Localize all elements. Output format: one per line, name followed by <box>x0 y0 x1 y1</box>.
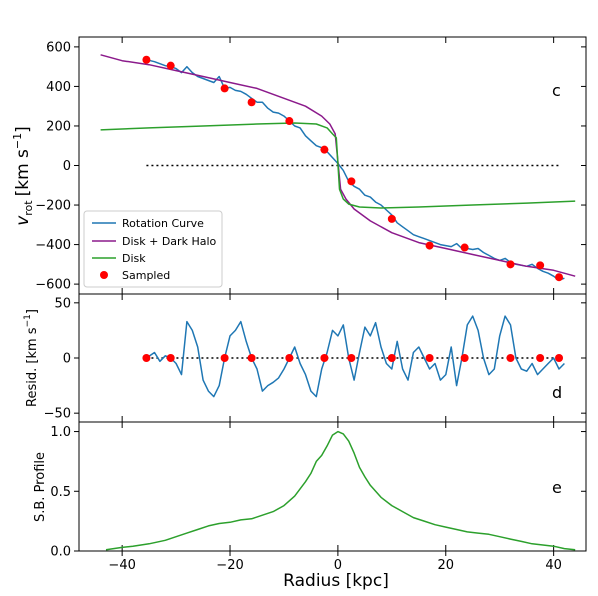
sampled-point <box>387 354 396 362</box>
ylabel-main: v <box>13 215 33 226</box>
sampled-point <box>285 354 294 362</box>
legend-label-sampled: Sampled <box>122 269 170 282</box>
sampled-point <box>506 354 515 362</box>
panel-d: 50 0 −50 d Resid. [km s−1] <box>23 293 587 423</box>
panel-d-plot <box>142 315 565 398</box>
series-residual <box>145 315 565 398</box>
ylabel-sub: rot <box>22 200 35 216</box>
sampled-point <box>247 354 256 362</box>
panel-c-yticks: 600 400 200 0 −200 −400 −600 <box>35 37 586 294</box>
panel-letter-e: e <box>552 478 562 497</box>
xtick-label: 40 <box>545 558 562 573</box>
legend-label-halo: Disk + Dark Halo <box>122 235 217 248</box>
sampled-point <box>460 243 469 252</box>
sampled-point <box>320 145 329 154</box>
sampled-point <box>285 117 294 126</box>
sampled-point <box>536 261 545 270</box>
ytick-label: 0 <box>63 352 71 367</box>
ytick-label: 0 <box>63 159 71 174</box>
ytick-label: −200 <box>35 199 71 214</box>
sampled-point <box>347 177 356 186</box>
sampled-point <box>347 354 356 362</box>
panel-d-ylabel: Resid. [km s−1] <box>23 309 40 407</box>
ytick-label: 200 <box>46 119 71 134</box>
xtick-label: −20 <box>216 558 243 573</box>
ytick-label: 50 <box>54 296 71 311</box>
sampled-point <box>320 354 329 362</box>
panel-d-yticks: 50 0 −50 <box>44 294 586 422</box>
sampled-point <box>142 55 151 64</box>
ylabel-d-exp: −1 <box>23 314 33 327</box>
series-disk <box>100 122 576 209</box>
xtick-label: 20 <box>437 558 454 573</box>
ytick-label: −50 <box>44 407 71 422</box>
panel-letter-d: d <box>552 383 562 402</box>
ylabel-close: ] <box>13 126 33 133</box>
ytick-label: 1.0 <box>50 425 71 440</box>
panel-c-plot <box>100 54 576 282</box>
ylabel-exp: −1 <box>11 133 24 149</box>
ylabel-d-close: ] <box>25 309 40 314</box>
sampled-point <box>555 354 564 362</box>
legend: Rotation Curve Disk + Dark Halo Disk Sam… <box>83 210 223 288</box>
panel-e-frame <box>78 421 587 552</box>
sampled-point <box>166 354 175 362</box>
ytick-label: −600 <box>35 278 71 293</box>
legend-box <box>83 210 223 288</box>
sampled-point <box>506 260 515 269</box>
ytick-label: 400 <box>46 80 71 95</box>
panel-c: 600 400 200 0 −200 −400 −600 c vrot [km s−1] Ro… <box>11 36 587 295</box>
sampled-point <box>536 354 545 362</box>
legend-swatch-sampled <box>100 271 108 279</box>
panel-e-ylabel: S.B. Profile <box>33 452 48 522</box>
ytick-label: 0.5 <box>50 485 71 500</box>
sampled-point <box>425 241 434 250</box>
panel-c-ylabel: vrot [km s−1] <box>11 126 35 226</box>
panel-e-yticks: 1.0 0.5 0.0 <box>50 422 586 560</box>
ytick-label: 0.0 <box>50 545 71 560</box>
ylabel-d-main: Resid. [km s <box>25 327 40 407</box>
sampled-point <box>220 84 229 93</box>
ytick-label: 600 <box>46 40 71 55</box>
sampled-point <box>425 354 434 362</box>
panel-e: 1.0 0.5 0.0 −40 −20 0 20 40 e S.B. Profile Rad… <box>33 421 587 591</box>
sampled-point <box>220 354 229 362</box>
ylabel-unit: [km s <box>13 149 33 196</box>
sampled-point <box>247 98 256 107</box>
ytick-label: −400 <box>35 238 71 253</box>
sampled-point <box>142 354 151 362</box>
sampled-point <box>387 214 396 223</box>
panel-e-xticks: −40 −20 0 20 40 <box>108 551 562 573</box>
sampled-point <box>555 273 564 282</box>
x-axis-label: Radius [kpc] <box>283 571 389 591</box>
panel-e-plot <box>105 430 576 551</box>
legend-label-disk: Disk <box>122 252 146 265</box>
xtick-label: 0 <box>334 558 342 573</box>
sampled-point <box>460 354 469 362</box>
series-s-b-profile <box>105 430 576 551</box>
legend-label-rotation: Rotation Curve <box>122 217 204 230</box>
xtick-label: −40 <box>108 558 135 573</box>
panel-letter-c: c <box>552 81 561 100</box>
sampled-point <box>166 61 175 70</box>
